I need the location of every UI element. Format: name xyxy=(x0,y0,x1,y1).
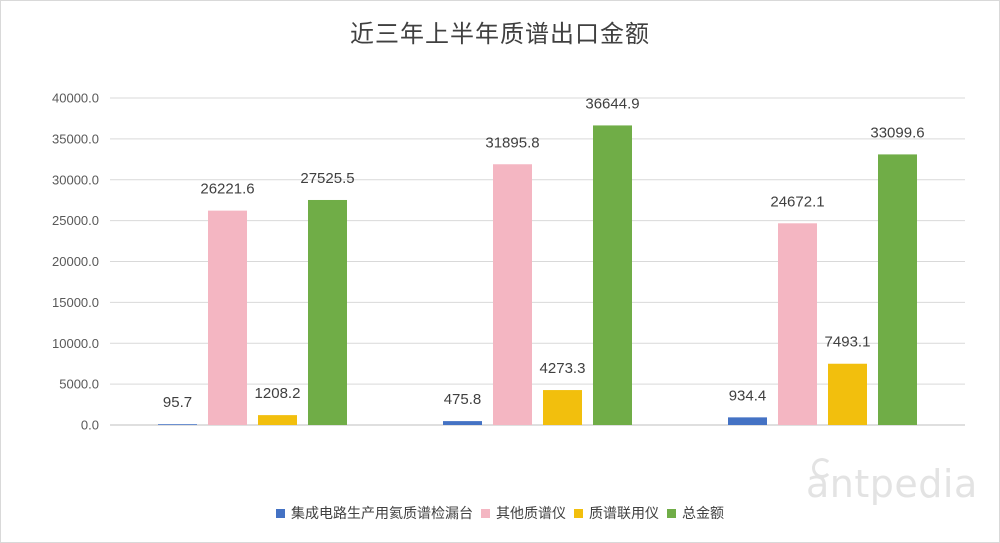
legend-label-3: 质谱联用仪 xyxy=(589,506,659,522)
y-tick-label-3: 15000.0 xyxy=(52,295,99,310)
chart-title: 近三年上半年质谱出口金额 xyxy=(350,20,650,48)
legend-label-2: 其他质谱仪 xyxy=(496,506,566,522)
legend-label-4: 总金额 xyxy=(682,506,724,522)
bar-s4-c1 xyxy=(308,199,347,425)
y-tick-label-0: 0.0 xyxy=(81,418,99,433)
data-label-s4-c1: 27525.5 xyxy=(300,170,354,187)
legend-item-3: 质谱联用仪 xyxy=(574,503,659,523)
legend-swatch-2 xyxy=(481,508,490,518)
watermark: antpedia xyxy=(806,462,978,506)
bar-s2-c2 xyxy=(493,164,532,425)
legend-swatch-4 xyxy=(667,508,676,518)
data-label-s3-c1: 1208.2 xyxy=(255,385,301,402)
y-tick-label-8: 40000.0 xyxy=(52,91,99,106)
y-tick-label-6: 30000.0 xyxy=(52,172,99,187)
data-label-s1-c3: 934.4 xyxy=(729,387,767,404)
bar-s2-c1 xyxy=(208,210,247,425)
legend: 集成电路生产用氦质谱检漏台 其他质谱仪 质谱联用仪 总金额 xyxy=(0,503,1000,523)
data-label-s3-c3: 7493.1 xyxy=(825,334,871,351)
bar-s1-c1 xyxy=(158,424,197,425)
bar-s3-c3 xyxy=(828,363,867,425)
legend-swatch-3 xyxy=(574,508,583,518)
y-tick-label-7: 35000.0 xyxy=(52,131,99,146)
y-tick-label-2: 10000.0 xyxy=(52,336,99,351)
data-label-s3-c2: 4273.3 xyxy=(540,360,586,377)
bar-s1-c3 xyxy=(728,417,767,425)
data-label-s2-c1: 26221.6 xyxy=(200,181,254,198)
legend-item-1: 集成电路生产用氦质谱检漏台 xyxy=(276,503,473,523)
legend-item-2: 其他质谱仪 xyxy=(481,503,566,523)
bar-s2-c3 xyxy=(778,223,817,425)
legend-item-4: 总金额 xyxy=(667,503,724,523)
bar-s3-c2 xyxy=(543,390,582,425)
y-tick-label-4: 20000.0 xyxy=(52,254,99,269)
data-label-s4-c2: 36644.9 xyxy=(585,95,639,112)
legend-swatch-1 xyxy=(276,508,285,518)
bar-s1-c2 xyxy=(443,421,482,425)
data-label-s4-c3: 33099.6 xyxy=(870,124,924,141)
bar-s3-c1 xyxy=(258,415,297,425)
data-label-s1-c1: 95.7 xyxy=(163,394,192,411)
bar-s4-c3 xyxy=(878,154,917,425)
data-label-s2-c2: 31895.8 xyxy=(485,134,539,151)
y-tick-label-1: 5000.0 xyxy=(59,377,99,392)
watermark-logo-icon xyxy=(812,458,832,478)
data-label-s1-c2: 475.8 xyxy=(444,391,482,408)
y-tick-label-5: 25000.0 xyxy=(52,213,99,228)
data-label-s2-c3: 24672.1 xyxy=(770,193,824,210)
bar-s4-c2 xyxy=(593,125,632,425)
legend-label-1: 集成电路生产用氦质谱检漏台 xyxy=(291,506,473,522)
